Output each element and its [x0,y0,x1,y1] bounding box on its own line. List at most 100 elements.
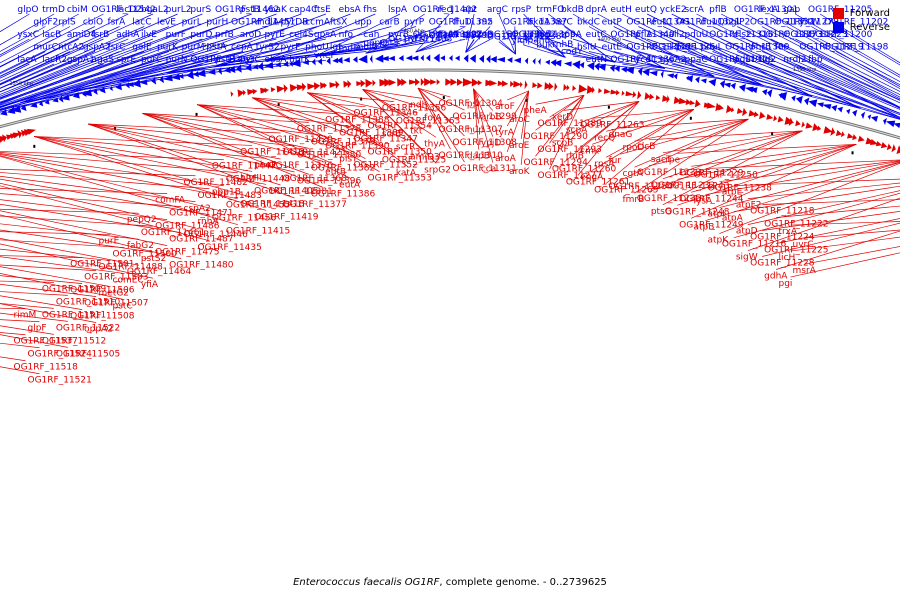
forward-gene-arrow [656,95,661,100]
reverse-gene-label: pstA [206,43,227,53]
forward-gene-arrow [347,80,351,88]
forward-gene-label: scrB [382,130,402,140]
forward-gene-arrow [805,122,812,128]
forward-gene-arrow [622,91,625,96]
reverse-gene-label: mdlA [339,44,363,54]
forward-gene-arrow [695,99,701,107]
forward-gene-arrow [231,91,234,97]
forward-gene-arrow [372,80,375,87]
reverse-gene-label: eutE [602,43,623,53]
forward-gene-leader [363,89,423,98]
reverse-gene-label: purH [206,18,228,28]
gc-marker [690,117,692,120]
reverse-gene-arrow [731,83,736,90]
reverse-gene-label: phrB [750,43,771,53]
reverse-gene-arrow [525,57,528,64]
reverse-gene-label: bgaL2 [141,5,169,15]
forward-gene-arrow [795,120,801,126]
reverse-gene-label: pstB [240,5,260,15]
reverse-gene-label: ybaK [264,5,288,15]
reverse-gene-arrow [642,69,650,76]
forward-gene-arrow [277,86,285,93]
reverse-gene-label: eutC [586,30,607,40]
reverse-gene-arrow [449,55,453,61]
reverse-swatch [833,22,844,33]
reverse-gene-label: cbiO [83,18,103,28]
reverse-gene-arrow [455,56,460,61]
reverse-gene-label: scrA [684,5,704,15]
forward-gene-label: scpB [552,138,574,148]
reverse-gene-arrow [837,107,843,113]
forward-gene-leader [0,204,139,213]
forward-gene-arrow [430,79,437,84]
reverse-gene-arrow [778,92,787,101]
forward-gene-label: pgi [779,279,793,289]
forward-gene-label: OG1RF_11415 [226,227,290,237]
reverse-gene-label: cbiM [67,5,88,15]
reverse-gene-arrow [545,60,550,65]
reverse-gene-label: pyrF [280,43,300,53]
forward-gene-label: pstC [113,302,133,312]
reverse-gene-label: pyrP [404,18,425,28]
forward-gene-arrow [265,88,269,93]
forward-gene-label: dnaG [609,130,633,140]
reverse-gene-label: duuQ [700,18,724,28]
forward-gene-label: purE [99,237,120,247]
forward-gene-label: eutB [325,168,346,178]
forward-gene-label: OG1RF_11377 [283,200,347,210]
forward-gene-label: dapB [467,152,490,162]
reverse-gene-label: ebsA [264,55,287,65]
reverse-gene-arrow [343,57,350,62]
forward-gene-leader [507,91,529,100]
reverse-gene-label: lacR2 [42,55,67,65]
reverse-gene-arrow [572,60,580,69]
forward-gene-label: pepQ2 [127,215,157,225]
reverse-gene-arrow [358,55,367,63]
legend-reverse-label: Reverse [850,22,890,33]
forward-gene-arrow [314,82,320,90]
forward-gene-arrow [365,79,372,88]
reverse-gene-label: lspA [388,5,408,15]
reverse-gene-label: mdlA [256,18,280,28]
reverse-gene-arrow [399,55,404,61]
map-caption: Enterococcus faecalis OG1RF, complete ge… [0,577,900,588]
forward-gene-arrow [731,107,734,112]
reverse-gene-label: ilvE [141,30,157,40]
reverse-gene-label: gap [783,5,800,15]
reverse-gene-label: purC [141,55,162,65]
forward-gene-label: OG1RF_11218 [750,206,815,216]
reverse-gene-label: cls2 [734,30,752,40]
reverse-gene-label: aroD [240,30,262,40]
reverse-gene-label: gpsA [314,30,337,40]
forward-gene-arrow [616,90,620,96]
forward-swatch [833,8,844,19]
forward-gene-arrow [572,85,576,91]
reverse-gene-label: ntcA2 [58,43,84,53]
forward-gene-arrow [881,142,888,148]
reverse-gene-label: rnz [478,18,492,28]
reverse-gene-label: glpO [17,5,38,15]
forward-gene-label: thyA [424,139,446,149]
reverse-gene-label: ffh [437,31,449,41]
forward-gene-arrow [537,82,542,88]
forward-gene-arrow [548,82,553,90]
reverse-gene-arrow [426,55,430,62]
forward-gene-label: eutA [339,181,361,191]
forward-gene-arrow [502,80,508,86]
forward-gene-label: yfiA [141,280,159,290]
forward-gene-label: OG1RF_11250 [694,171,759,181]
forward-gene-label: lysA [694,197,714,207]
reverse-gene-label: ppaC [684,55,707,65]
reverse-gene-arrow [649,71,657,76]
forward-gene-arrow [632,91,636,98]
reverse-gene-arrow [110,86,113,91]
reverse-gene-label: buk [536,41,553,51]
forward-gene-label: pbp1B [212,188,241,198]
forward-gene-arrow [324,83,327,89]
reverse-gene-arrow [894,123,900,128]
forward-gene-label: aroF [495,102,515,112]
forward-gene-label: rimM [14,311,37,321]
reverse-gene-label: pepQ [363,39,387,49]
legend-forward: Forward [833,8,890,19]
forward-gene-label: OG1RF_11480 [169,261,234,271]
